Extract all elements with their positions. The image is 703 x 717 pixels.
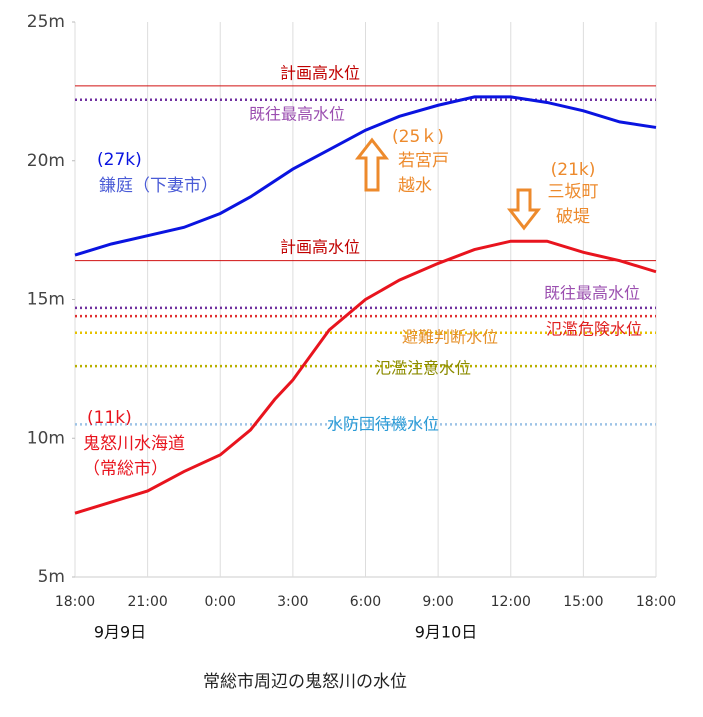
annotation: （常総市） (83, 459, 168, 479)
date-label: 9月10日 (415, 623, 478, 642)
annotation: 破堤 (556, 207, 590, 227)
annotation: 鎌庭（下妻市） (99, 176, 218, 196)
series-line (74, 95, 657, 257)
reference-label: 氾濫危険水位 (546, 320, 642, 339)
reference-label: 既往最高水位 (544, 284, 640, 303)
annotation: (21k) (551, 160, 596, 180)
arrow-up (354, 137, 390, 192)
annotation: 三坂町 (548, 182, 599, 202)
y-tick-label: 25m (27, 12, 65, 32)
y-tick-label: 20m (27, 151, 65, 171)
y-tick-label: 15m (27, 290, 65, 310)
x-tick-label: 3:00 (277, 594, 308, 610)
date-label: 9月9日 (94, 623, 146, 642)
annotation: (11k) (87, 408, 132, 428)
x-tick-label: 0:00 (205, 594, 236, 610)
plot (72, 21, 657, 578)
reference-label: 計画高水位 (280, 64, 360, 83)
reference-label: 避難判断水位 (402, 328, 498, 347)
x-tick-label: 15:00 (563, 594, 603, 610)
annotation: (27k) (97, 150, 142, 170)
x-tick-label: 12:00 (491, 594, 531, 610)
chart-title: 常総市周辺の鬼怒川の水位 (203, 672, 407, 692)
annotation: 越水 (398, 176, 432, 196)
reference-label: 計画高水位 (280, 238, 360, 257)
y-tick-label: 5m (38, 567, 65, 587)
x-tick-label: 18:00 (55, 594, 95, 610)
x-tick-label: 18:00 (636, 594, 676, 610)
x-tick-label: 21:00 (127, 594, 167, 610)
arrow-down (506, 188, 542, 231)
x-tick-label: 6:00 (350, 594, 381, 610)
reference-label: 水防団待機水位 (327, 415, 439, 434)
y-tick-label: 10m (27, 428, 65, 448)
reference-label: 既往最高水位 (249, 105, 345, 124)
annotation: 若宮戸 (398, 151, 449, 171)
x-tick-label: 9:00 (422, 594, 453, 610)
annotation: (25ｋ) (392, 127, 444, 147)
annotation: 鬼怒川水海道 (83, 434, 185, 454)
reference-label: 氾濫注意水位 (375, 359, 471, 378)
series-line (74, 239, 657, 515)
